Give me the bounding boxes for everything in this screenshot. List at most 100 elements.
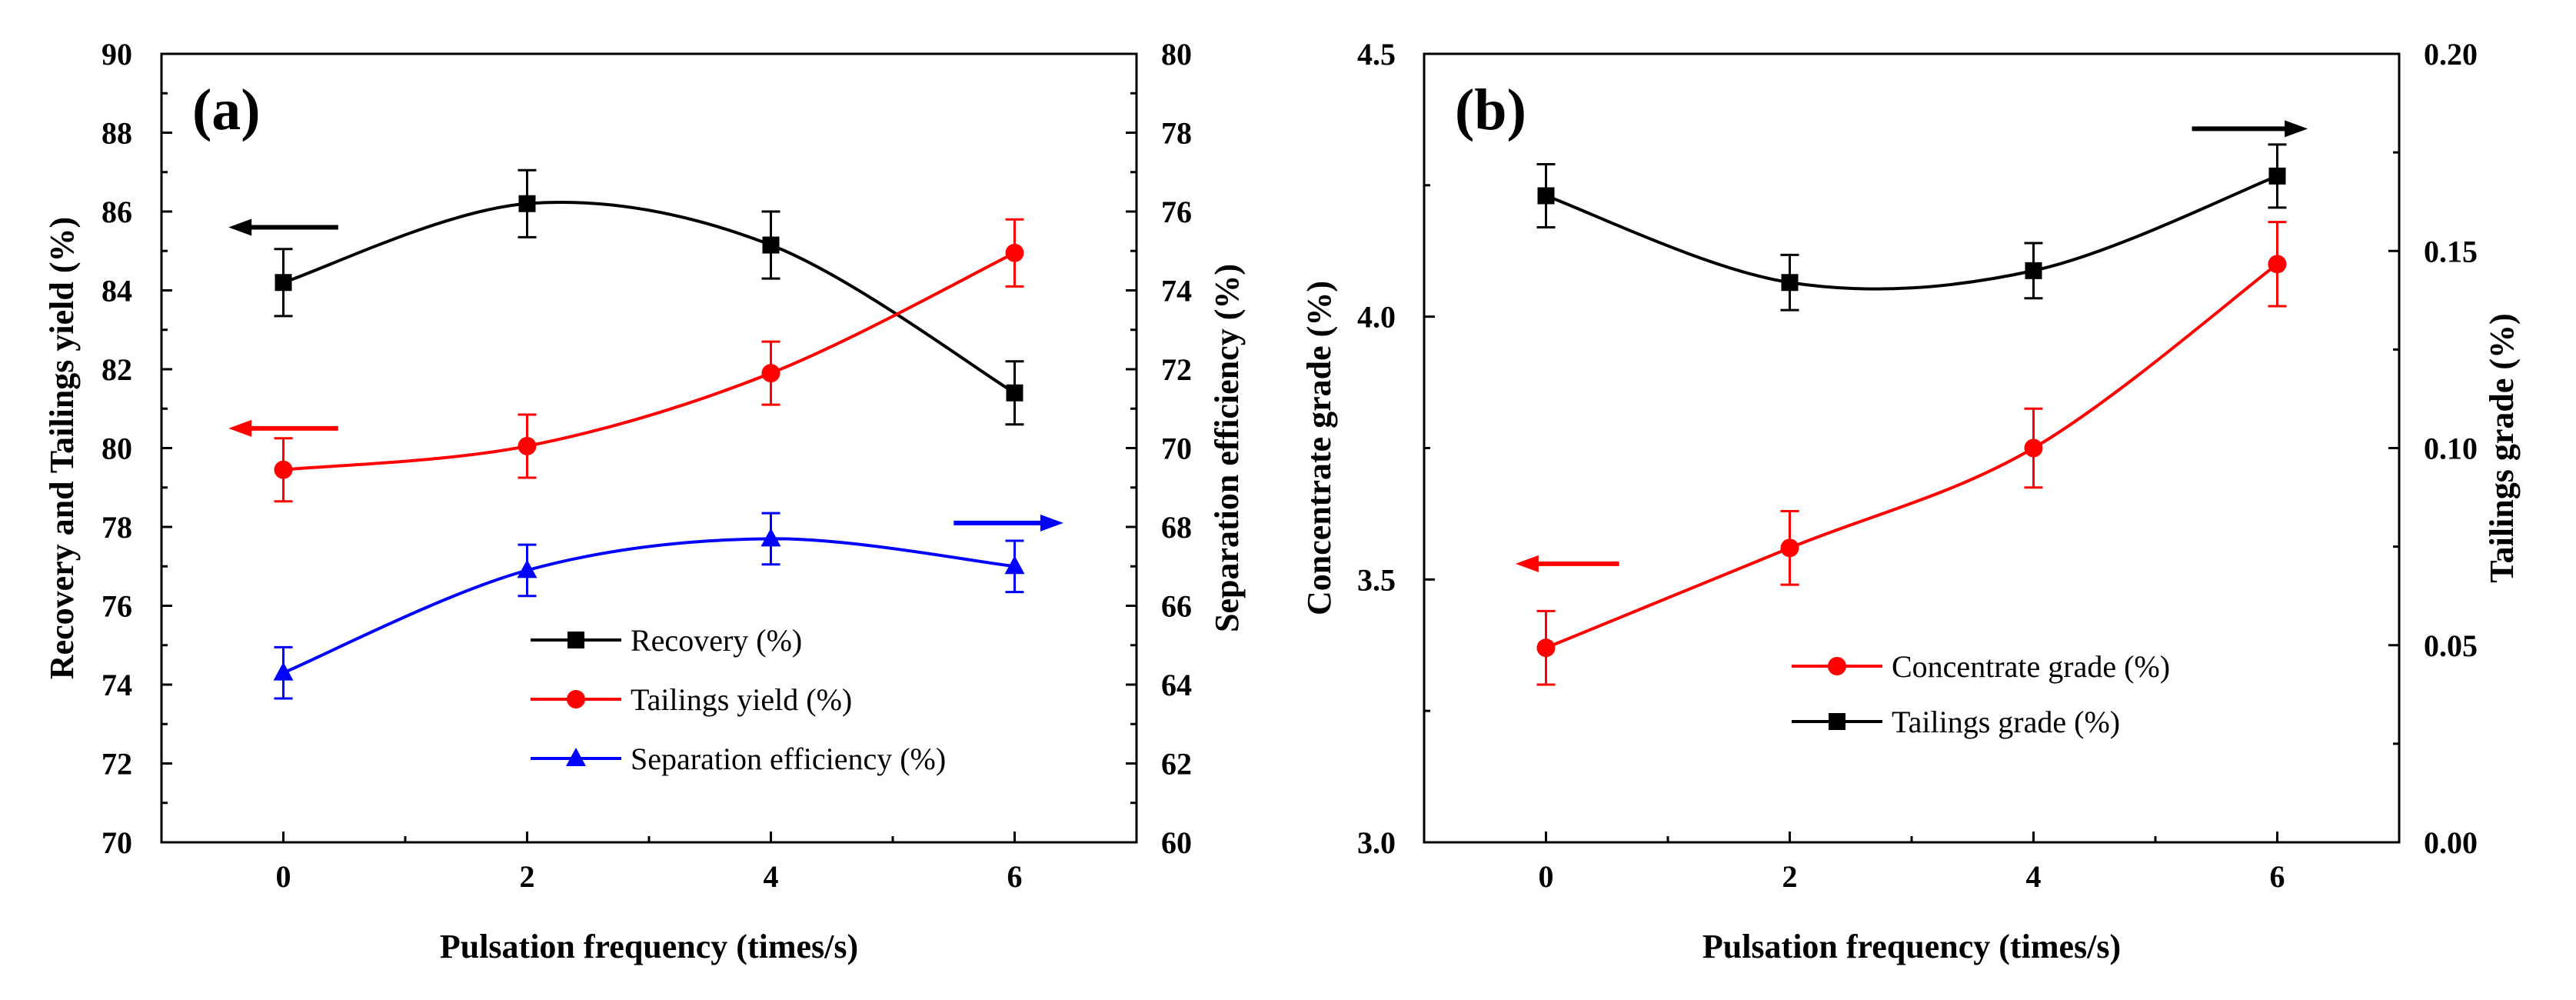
y-left-tick-label: 82 (102, 352, 132, 387)
legend-marker (566, 748, 586, 766)
legend-label: Separation efficiency (%) (631, 742, 946, 776)
y-right-tick-label: 70 (1161, 432, 1192, 466)
axis-arrow-left (228, 419, 338, 437)
plot-frame (160, 52, 1138, 844)
chart-panel-a: 0 2 4 6 70 72 74 76 78 80 82 84 86 88 90 60 62 64 66 68 70 72… (43, 37, 1246, 965)
x-tick-label: 4 (2026, 859, 2042, 894)
series-recovery (274, 168, 1024, 426)
series-line (282, 537, 1015, 675)
data-point (1780, 538, 1799, 558)
data-point (760, 528, 781, 547)
legend-marker (567, 690, 585, 708)
y-left-tick-label: 78 (102, 510, 132, 545)
y-left-tick-label: 4.5 (1357, 37, 1396, 72)
data-point (275, 274, 292, 292)
y-right-tick-label: 62 (1161, 747, 1192, 782)
y-left-tick-label: 90 (102, 37, 132, 72)
legend-label: Tailings grade (%) (1892, 705, 2120, 739)
legend-marker (1828, 657, 1846, 675)
data-point (1781, 274, 1799, 292)
arrow-head (228, 419, 252, 437)
data-point (2025, 262, 2042, 279)
y-right-tick-label: 72 (1161, 352, 1192, 387)
panel-label: (b) (1455, 78, 1526, 142)
y-right-tick-label: 0.05 (2424, 628, 2478, 663)
arrow-head (228, 218, 252, 236)
legend-item: Tailings yield (%) (531, 682, 852, 717)
y-right-tick-label: 60 (1161, 825, 1192, 860)
data-point (761, 364, 780, 383)
data-point (2268, 255, 2287, 274)
x-tick-label: 6 (1007, 859, 1023, 894)
legend-item: Separation efficiency (%) (531, 742, 946, 776)
legend-label: Concentrate grade (%) (1892, 649, 2170, 684)
y-right-axis-title: Tailings grade (%) (2483, 313, 2521, 582)
y-right-tick-label: 64 (1161, 668, 1192, 702)
axis-arrow-right (2192, 120, 2308, 138)
data-point (1004, 555, 1025, 575)
legend-label: Recovery (%) (631, 623, 802, 658)
x-tick-label: 2 (520, 859, 535, 894)
series-concentrate-grade (1536, 221, 2287, 686)
y-left-tick-label: 3.0 (1357, 825, 1396, 860)
y-left-axis-title: Concentrate grade (%) (1300, 281, 1338, 615)
axis-arrow-right (954, 514, 1063, 532)
series-tailings-grade (1536, 143, 2287, 312)
legend-label: Tailings yield (%) (631, 682, 852, 717)
y-right-axis-title: Separation efficiency (%) (1208, 264, 1246, 632)
legend-item: Recovery (%) (531, 623, 802, 658)
x-tick-label: 2 (1782, 859, 1798, 894)
y-left-tick-label: 3.5 (1357, 562, 1396, 597)
chart-panel-b: 0 2 4 6 3.0 3.5 4.0 4.5 0.00 0.05 0.10 0.15 0.20 Puls… (1300, 37, 2521, 965)
data-point (518, 436, 537, 455)
y-left-tick-label: 84 (102, 274, 132, 308)
series-line (282, 201, 1016, 395)
y-right-tick-label: 80 (1161, 37, 1192, 72)
legend-marker (1829, 713, 1845, 730)
y-left-tick-label: 4.0 (1357, 300, 1396, 335)
x-tick-label: 6 (2270, 859, 2285, 894)
y-right-tick-label: 0.00 (2424, 825, 2478, 860)
x-tick-label: 0 (1539, 859, 1554, 894)
x-tick-label: 0 (276, 859, 291, 894)
series-line (283, 252, 1016, 472)
y-right-tick-label: 0.10 (2424, 432, 2478, 466)
data-point (1005, 243, 1024, 262)
y-right-tick-label: 68 (1161, 510, 1192, 545)
legend-item: Tailings grade (%) (1792, 705, 2120, 739)
series-line (1545, 262, 2278, 650)
data-point (2268, 167, 2286, 185)
y-left-tick-label: 86 (102, 195, 132, 229)
y-right-tick-label: 78 (1161, 116, 1192, 151)
data-point (1537, 187, 1555, 205)
x-axis-title: Pulsation frequency (times/s) (440, 928, 858, 965)
data-point (517, 559, 537, 578)
series-separation-efficiency (273, 512, 1025, 700)
y-right-tick-label: 74 (1161, 274, 1192, 308)
y-left-tick-label: 72 (102, 747, 132, 782)
legend-marker (567, 632, 584, 648)
y-right-tick-label: 66 (1161, 589, 1192, 624)
legend: Concentrate grade (%) Tailings grade (%) (1792, 649, 2170, 739)
data-point (1536, 638, 1556, 658)
y-left-axis-title: Recovery and Tailings yield (%) (43, 217, 81, 679)
axis-arrow-left (228, 218, 338, 236)
y-left-tick-label: 80 (102, 432, 132, 466)
y-left-tick-label: 74 (102, 668, 132, 702)
data-point (518, 195, 536, 212)
series-tailings-yield (274, 218, 1024, 503)
arrow-head (1040, 514, 1063, 532)
legend-item: Concentrate grade (%) (1792, 649, 2170, 684)
panel-label: (a) (192, 78, 261, 142)
y-right-tick-label: 76 (1161, 195, 1192, 229)
arrow-head (1515, 555, 1539, 572)
y-right-tick-label: 0.20 (2424, 37, 2478, 72)
y-left-tick-label: 76 (102, 589, 132, 624)
axis-arrow-left (1515, 555, 1619, 572)
series-line (1545, 175, 2278, 291)
x-axis-title: Pulsation frequency (times/s) (1702, 928, 2121, 965)
data-point (762, 236, 780, 254)
arrow-head (2285, 120, 2308, 138)
y-left-tick-label: 70 (102, 825, 132, 860)
